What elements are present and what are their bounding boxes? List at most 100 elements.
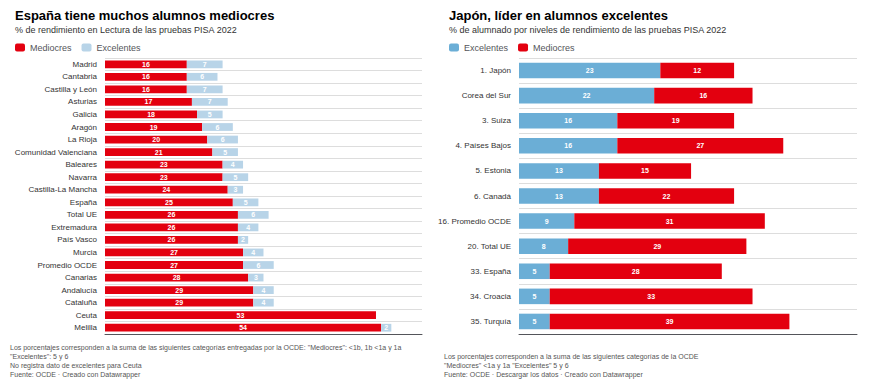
svg-text:Excelentes: Excelentes bbox=[464, 43, 509, 53]
svg-text:Mediocres: Mediocres bbox=[30, 43, 72, 53]
svg-text:6: 6 bbox=[216, 124, 220, 131]
svg-text:16: 16 bbox=[699, 92, 707, 99]
svg-text:29: 29 bbox=[653, 243, 661, 250]
svg-text:4: 4 bbox=[262, 287, 266, 294]
svg-text:% de alumnado por niveles de r: % de alumnado por niveles de rendimiento… bbox=[449, 25, 726, 35]
svg-text:27: 27 bbox=[170, 262, 178, 269]
svg-text:19: 19 bbox=[150, 124, 158, 131]
svg-text:Cantabria: Cantabria bbox=[62, 72, 97, 81]
svg-text:27: 27 bbox=[170, 249, 178, 256]
svg-text:3. Suiza: 3. Suiza bbox=[482, 116, 511, 125]
svg-text:12: 12 bbox=[693, 67, 701, 74]
svg-text:25: 25 bbox=[165, 199, 173, 206]
svg-text:Extremadura: Extremadura bbox=[51, 223, 97, 232]
svg-text:5: 5 bbox=[532, 293, 536, 300]
svg-text:18: 18 bbox=[147, 111, 155, 118]
svg-text:Castilla y León: Castilla y León bbox=[45, 85, 97, 94]
svg-text:Corea del Sur: Corea del Sur bbox=[462, 91, 512, 100]
svg-text:"Excelentes": 5 y 6: "Excelentes": 5 y 6 bbox=[10, 353, 68, 361]
svg-text:53: 53 bbox=[237, 312, 245, 319]
svg-text:Ceuta: Ceuta bbox=[76, 311, 98, 320]
svg-text:Melilla: Melilla bbox=[74, 323, 97, 332]
svg-text:4: 4 bbox=[246, 224, 250, 231]
svg-text:7: 7 bbox=[203, 61, 207, 68]
svg-text:3: 3 bbox=[254, 274, 258, 281]
svg-text:Fuente: OCDE · Creado con Data: Fuente: OCDE · Creado con Datawrapper bbox=[10, 371, 141, 379]
svg-text:23: 23 bbox=[160, 161, 168, 168]
svg-text:22: 22 bbox=[663, 193, 671, 200]
svg-text:15: 15 bbox=[641, 167, 649, 174]
svg-text:3: 3 bbox=[233, 186, 237, 193]
svg-text:No registra dato de excelentes: No registra dato de excelentes para Ceut… bbox=[10, 362, 142, 370]
svg-text:Excelentes: Excelentes bbox=[97, 43, 142, 53]
svg-text:6: 6 bbox=[251, 211, 255, 218]
svg-text:5: 5 bbox=[233, 174, 237, 181]
svg-text:19: 19 bbox=[672, 117, 680, 124]
svg-text:Galicia: Galicia bbox=[73, 110, 98, 119]
svg-text:23: 23 bbox=[586, 67, 594, 74]
svg-text:6: 6 bbox=[221, 136, 225, 143]
svg-text:9: 9 bbox=[545, 218, 549, 225]
svg-text:Comunidad Valenciana: Comunidad Valenciana bbox=[15, 148, 98, 157]
svg-text:8: 8 bbox=[542, 243, 546, 250]
svg-text:1. Japón: 1. Japón bbox=[480, 66, 511, 75]
svg-text:La Rioja: La Rioja bbox=[68, 135, 98, 144]
svg-text:4: 4 bbox=[251, 249, 255, 256]
svg-text:Fuente: OCDE · Descargar los d: Fuente: OCDE · Descargar los datos · Cre… bbox=[444, 371, 643, 379]
svg-text:29: 29 bbox=[175, 299, 183, 306]
svg-text:34. Croacia: 34. Croacia bbox=[470, 292, 511, 301]
svg-text:4: 4 bbox=[262, 299, 266, 306]
svg-text:31: 31 bbox=[666, 218, 674, 225]
svg-text:26: 26 bbox=[168, 211, 176, 218]
svg-text:Castilla-La Mancha: Castilla-La Mancha bbox=[29, 185, 98, 194]
svg-text:22: 22 bbox=[583, 92, 591, 99]
svg-text:27: 27 bbox=[696, 142, 704, 149]
svg-text:Asturias: Asturias bbox=[68, 97, 97, 106]
svg-text:6: 6 bbox=[200, 73, 204, 80]
svg-text:23: 23 bbox=[160, 174, 168, 181]
svg-text:26: 26 bbox=[168, 224, 176, 231]
svg-text:13: 13 bbox=[555, 167, 563, 174]
svg-text:5: 5 bbox=[223, 149, 227, 156]
svg-text:Andalucía: Andalucía bbox=[61, 286, 97, 295]
svg-text:16: 16 bbox=[564, 142, 572, 149]
svg-text:Baleares: Baleares bbox=[65, 160, 97, 169]
svg-text:16. Promedio OCDE: 16. Promedio OCDE bbox=[438, 217, 511, 226]
svg-text:% de rendimiento en Lectura de: % de rendimiento en Lectura de las prueb… bbox=[15, 25, 237, 35]
svg-text:33. España: 33. España bbox=[471, 267, 512, 276]
svg-text:28: 28 bbox=[173, 274, 181, 281]
svg-text:16: 16 bbox=[564, 117, 572, 124]
svg-text:7: 7 bbox=[208, 98, 212, 105]
svg-text:Aragón: Aragón bbox=[71, 123, 97, 132]
svg-text:35. Turquía: 35. Turquía bbox=[471, 317, 512, 326]
svg-text:Canarias: Canarias bbox=[65, 273, 97, 282]
svg-text:6. Canadá: 6. Canadá bbox=[474, 192, 511, 201]
svg-text:2: 2 bbox=[241, 236, 245, 243]
svg-text:España: España bbox=[70, 198, 98, 207]
svg-text:Total UE: Total UE bbox=[67, 210, 97, 219]
svg-text:26: 26 bbox=[168, 236, 176, 243]
svg-text:28: 28 bbox=[632, 268, 640, 275]
svg-text:16: 16 bbox=[142, 61, 150, 68]
svg-text:Mediocres: Mediocres bbox=[533, 43, 575, 53]
svg-text:5: 5 bbox=[244, 199, 248, 206]
svg-text:Los porcentajes corresponden a: Los porcentajes corresponden a la suma d… bbox=[10, 344, 403, 352]
svg-text:"Mediocres" <1a y 1a "Excelent: "Mediocres" <1a y 1a "Excelentes" 5 y 6 bbox=[444, 362, 569, 370]
svg-text:20. Total UE: 20. Total UE bbox=[468, 242, 511, 251]
svg-text:20: 20 bbox=[152, 136, 160, 143]
svg-text:Murcia: Murcia bbox=[73, 248, 98, 257]
svg-text:39: 39 bbox=[666, 318, 674, 325]
svg-text:5: 5 bbox=[532, 268, 536, 275]
svg-text:7: 7 bbox=[203, 86, 207, 93]
svg-text:29: 29 bbox=[175, 287, 183, 294]
svg-text:33: 33 bbox=[647, 293, 655, 300]
svg-text:País Vasco: País Vasco bbox=[57, 235, 97, 244]
svg-text:21: 21 bbox=[155, 149, 163, 156]
svg-text:54: 54 bbox=[239, 324, 247, 331]
svg-text:6: 6 bbox=[256, 262, 260, 269]
svg-text:Promedio OCDE: Promedio OCDE bbox=[37, 261, 97, 270]
svg-text:16: 16 bbox=[142, 73, 150, 80]
svg-text:5: 5 bbox=[532, 318, 536, 325]
svg-text:24: 24 bbox=[162, 186, 170, 193]
svg-text:Los porcentajes corresponden a: Los porcentajes corresponden a la suma d… bbox=[444, 353, 699, 361]
